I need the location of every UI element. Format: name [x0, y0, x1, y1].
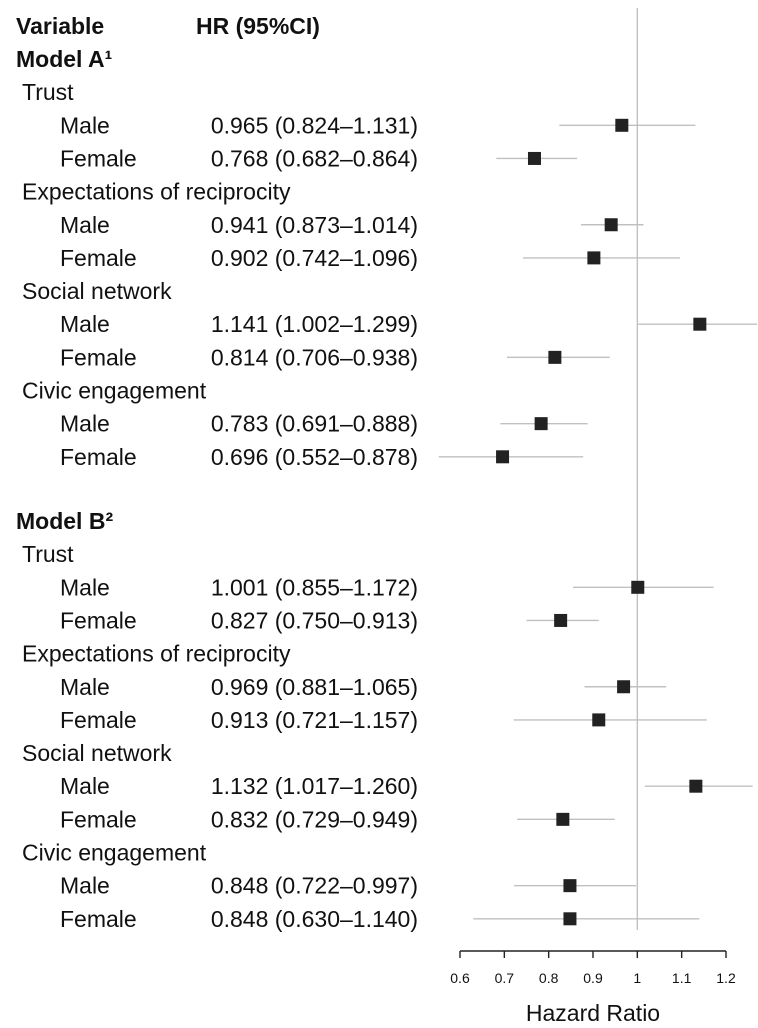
hr-marker: [592, 713, 606, 727]
hr-marker: [604, 218, 618, 232]
hr-marker: [631, 580, 645, 594]
row-label: Male: [60, 311, 110, 337]
hr-marker: [693, 317, 707, 331]
x-tick-label: 0.7: [495, 970, 515, 986]
row-label: Male: [60, 773, 110, 799]
row-label: Female: [60, 344, 137, 370]
group-label: Trust: [22, 541, 74, 567]
hr-marker: [534, 417, 548, 431]
hr-marker: [548, 350, 562, 364]
row-label: Male: [60, 112, 110, 138]
hr-marker: [554, 613, 568, 627]
header-variable: Variable: [16, 13, 104, 39]
group-label: Civic engagement: [22, 840, 207, 866]
row-label: Male: [60, 212, 110, 238]
hr-value: 0.941 (0.873–1.014): [211, 212, 418, 238]
hr-value: 0.848 (0.630–1.140): [211, 906, 418, 932]
row-label: Male: [60, 674, 110, 700]
group-label: Expectations of reciprocity: [22, 641, 291, 667]
hr-marker: [563, 879, 577, 893]
hr-marker: [689, 779, 703, 793]
hr-value: 0.848 (0.722–0.997): [211, 873, 418, 899]
x-tick-label: 1.1: [672, 970, 692, 986]
hr-marker: [587, 251, 601, 265]
x-axis: 0.6 0.7 0.8 0.9 1 1.1 1.2 Hazard Ratio: [450, 950, 736, 1026]
row-label: Female: [60, 444, 137, 470]
x-tick-label: 0.6: [450, 970, 470, 986]
group-label: Social network: [22, 278, 172, 304]
hr-value: 0.768 (0.682–0.864): [211, 145, 418, 171]
hr-marker: [496, 450, 510, 464]
hr-value: 1.001 (0.855–1.172): [211, 574, 418, 600]
row-label: Female: [60, 145, 137, 171]
marker-layer: [496, 118, 707, 926]
x-tick-label: 1: [633, 970, 641, 986]
hr-marker: [615, 118, 629, 132]
row-label: Female: [60, 607, 137, 633]
confidence-interval-layer: [438, 124, 757, 920]
hr-marker: [617, 680, 631, 694]
hr-value: 1.132 (1.017–1.260): [211, 773, 418, 799]
row-label: Female: [60, 707, 137, 733]
hr-value: 0.814 (0.706–0.938): [211, 344, 418, 370]
x-tick-label: 0.9: [583, 970, 603, 986]
x-tick-label: 1.2: [716, 970, 736, 986]
hr-marker: [563, 912, 577, 926]
row-label: Male: [60, 411, 110, 437]
hr-value: 0.969 (0.881–1.065): [211, 674, 418, 700]
row-label: Male: [60, 574, 110, 600]
hr-value: 0.965 (0.824–1.131): [211, 112, 418, 138]
row-label: Female: [60, 906, 137, 932]
hr-value: 0.696 (0.552–0.878): [211, 444, 418, 470]
model-label: Model A¹: [16, 46, 112, 72]
header-hr: HR (95%CI): [196, 13, 320, 39]
label-layer: Variable HR (95%CI) Model A¹ Trust Male 0.9…: [16, 13, 418, 932]
group-label: Trust: [22, 79, 74, 105]
model-label: Model B²: [16, 508, 113, 534]
hr-value: 0.783 (0.691–0.888): [211, 411, 418, 437]
hr-value: 0.902 (0.742–1.096): [211, 245, 418, 271]
x-axis-title: Hazard Ratio: [526, 1000, 660, 1026]
x-tick-label: 0.8: [539, 970, 559, 986]
hr-marker: [527, 151, 541, 165]
row-label: Male: [60, 873, 110, 899]
group-label: Expectations of reciprocity: [22, 179, 291, 205]
row-label: Female: [60, 245, 137, 271]
row-label: Female: [60, 806, 137, 832]
hr-value: 0.827 (0.750–0.913): [211, 607, 418, 633]
hr-marker: [556, 812, 570, 826]
hr-value: 0.913 (0.721–1.157): [211, 707, 418, 733]
group-label: Social network: [22, 740, 172, 766]
hr-value: 1.141 (1.002–1.299): [211, 311, 418, 337]
group-label: Civic engagement: [22, 378, 207, 404]
hr-value: 0.832 (0.729–0.949): [211, 806, 418, 832]
